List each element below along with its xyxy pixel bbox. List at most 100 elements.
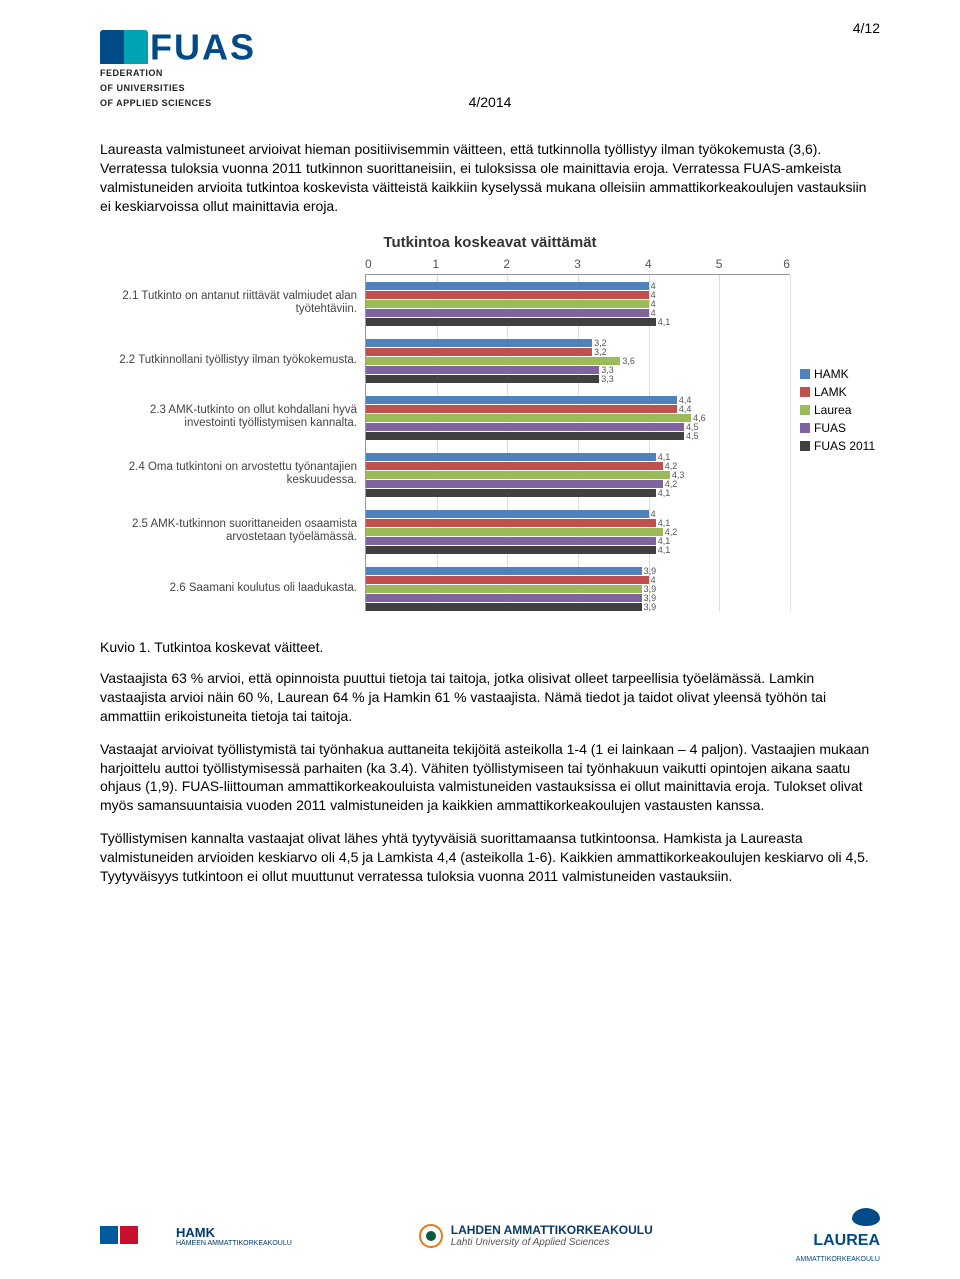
bar-row: 4,4 [366, 400, 790, 408]
figure-caption: Kuvio 1. Tutkintoa koskevat väitteet. [100, 639, 880, 655]
bar-value-label: 3,3 [601, 374, 614, 384]
x-tick: 4 [613, 257, 684, 274]
legend-item: HAMK [800, 367, 880, 381]
bar-value-label: 4,1 [658, 488, 671, 498]
chart-group: 44,14,24,14,1 [366, 503, 790, 554]
bar-value-label: 4,1 [658, 317, 671, 327]
bar-row: 3,9 [366, 589, 790, 597]
bar-row: 4,6 [366, 409, 790, 417]
chart-container: Tutkintoa koskeavat väittämät 2.1 Tutkin… [100, 234, 880, 617]
lahti-logo: LAHDEN AMMATTIKORKEAKOULU Lahti Universi… [417, 1222, 671, 1250]
bar [366, 603, 642, 611]
bar-row: 4 [366, 505, 790, 513]
legend-item: FUAS [800, 421, 880, 435]
bar [366, 546, 656, 554]
legend-item: LAMK [800, 385, 880, 399]
bar-row: 4,1 [366, 313, 790, 321]
bar-row: 4,1 [366, 532, 790, 540]
legend-item: Laurea [800, 403, 880, 417]
bar-row: 4,2 [366, 523, 790, 531]
bar [366, 489, 656, 497]
bar-row: 3,3 [366, 370, 790, 378]
chart-group-label: 2.4 Oma tutkintoni on arvostettu työnant… [100, 446, 357, 503]
chart-group: 4,44,44,64,54,5 [366, 389, 790, 440]
chart-title: Tutkintoa koskeavat väittämät [100, 234, 880, 251]
lahti-sub: Lahti University of Applied Sciences [451, 1237, 671, 1248]
paragraph-2: Vastaajista 63 % arvioi, että opinnoista… [100, 669, 880, 726]
hamk-label: HAMK [176, 1225, 292, 1240]
x-tick: 3 [542, 257, 613, 274]
page-number: 4/12 [853, 20, 880, 36]
bar-row: 4 [366, 286, 790, 294]
laurea-logo: LAUREA AMMATTIKORKEAKOULU [796, 1208, 880, 1263]
bar [366, 375, 599, 383]
bar-row: 4 [366, 277, 790, 285]
chart-group: 4,14,24,34,24,1 [366, 446, 790, 497]
bar-row: 3,9 [366, 562, 790, 570]
bar-row: 3,2 [366, 334, 790, 342]
logo-sub-1: FEDERATION [100, 68, 880, 79]
bar-row: 3,6 [366, 352, 790, 360]
paragraph-3: Vastaajat arvioivat työllistymistä tai t… [100, 740, 880, 816]
bar [366, 432, 684, 440]
bar-row: 4 [366, 304, 790, 312]
lahti-top: LAHDEN AMMATTIKORKEAKOULU [451, 1223, 671, 1237]
bar-row: 4,5 [366, 427, 790, 435]
legend-label: FUAS [814, 421, 846, 435]
bar-row: 3,3 [366, 361, 790, 369]
legend-swatch [800, 441, 810, 451]
chart-plot: 0123456 44444,13,23,23,63,33,34,44,44,64… [365, 257, 790, 617]
laurea-sub: AMMATTIKORKEAKOULU [796, 1256, 880, 1263]
bar-row: 4,3 [366, 466, 790, 474]
bar-row: 4,1 [366, 541, 790, 549]
paragraph-1: Laureasta valmistuneet arvioivat hieman … [100, 140, 880, 216]
bar-row: 3,9 [366, 580, 790, 588]
legend-swatch [800, 369, 810, 379]
bar-value-label: 4,5 [686, 431, 699, 441]
chart-group-label: 2.2 Tutkinnollani työllistyy ilman työko… [100, 332, 357, 389]
x-tick: 1 [400, 257, 471, 274]
bar-value-label: 3,9 [644, 602, 657, 612]
x-tick: 2 [471, 257, 542, 274]
bar-row: 4,1 [366, 484, 790, 492]
legend-item: FUAS 2011 [800, 439, 880, 453]
doc-id: 4/2014 [100, 94, 880, 110]
lahti-logo-icon [417, 1222, 445, 1250]
legend-label: LAMK [814, 385, 847, 399]
chart-group-label: 2.1 Tutkinto on antanut riittävät valmiu… [100, 275, 357, 332]
gridline [790, 275, 791, 611]
legend-swatch [800, 387, 810, 397]
bar-row: 4,4 [366, 391, 790, 399]
bar-row: 4,5 [366, 418, 790, 426]
bar-row: 3,2 [366, 343, 790, 351]
legend-label: HAMK [814, 367, 849, 381]
bar-row: 4,1 [366, 514, 790, 522]
bar-row: 4,1 [366, 448, 790, 456]
chart-x-axis: 0123456 [365, 257, 790, 275]
hamk-logo-icon [100, 1222, 170, 1250]
bar [366, 318, 656, 326]
x-tick: 6 [755, 257, 790, 274]
chart-group: 3,23,23,63,33,3 [366, 332, 790, 383]
laurea-logo-icon [852, 1208, 880, 1226]
legend-label: Laurea [814, 403, 851, 417]
legend-label: FUAS 2011 [814, 439, 875, 453]
bar-row: 4,2 [366, 457, 790, 465]
bar-row: 4,2 [366, 475, 790, 483]
chart-group-label: 2.6 Saamani koulutus oli laadukasta. [100, 560, 357, 617]
chart-group: 44444,1 [366, 275, 790, 326]
bar-row: 4 [366, 295, 790, 303]
x-tick: 0 [365, 257, 400, 274]
bar-value-label: 4,1 [658, 545, 671, 555]
legend-swatch [800, 405, 810, 415]
x-tick: 5 [684, 257, 755, 274]
laurea-label: LAUREA [813, 1232, 880, 1250]
hamk-logo: HAMK HÄMEEN AMMATTIKORKEAKOULU [100, 1222, 292, 1250]
footer: HAMK HÄMEEN AMMATTIKORKEAKOULU LAHDEN AM… [100, 1198, 880, 1263]
legend-swatch [800, 423, 810, 433]
bar-row: 4 [366, 571, 790, 579]
logo-sub-2: OF UNIVERSITIES [100, 83, 880, 94]
bar-row: 3,9 [366, 598, 790, 606]
chart-legend: HAMK LAMK Laurea FUAS FUAS 2011 [790, 257, 880, 617]
chart-plot-body: 44444,13,23,23,63,33,34,44,44,64,54,54,1… [365, 275, 790, 611]
